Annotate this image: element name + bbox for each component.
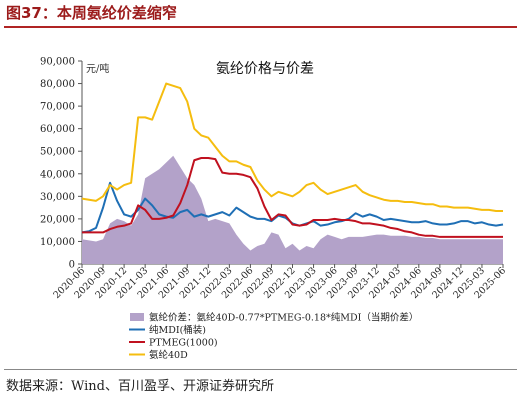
y-tick-label: 60,000 xyxy=(40,124,75,135)
y-tick-label: 0 xyxy=(69,260,75,271)
source-divider xyxy=(4,369,517,370)
series-line-2 xyxy=(82,156,503,238)
legend: 氨纶价差：氨纶40D-0.77*PTMEG-0.18*纯MDI（当期价差）纯MD… xyxy=(129,312,418,361)
series-line-3 xyxy=(81,82,503,212)
y-unit-label: 元/吨 xyxy=(86,62,109,75)
y-tick-label: 80,000 xyxy=(40,79,75,90)
y-tick-label: 70,000 xyxy=(40,102,75,113)
title-divider xyxy=(4,26,517,28)
y-tick-label: 30,000 xyxy=(40,192,75,203)
x-axis: 2020-062020-092020-122021-032021-062021-… xyxy=(51,264,508,301)
source-note: 数据来源：Wind、百川盈孚、开源证券研究所 xyxy=(6,379,274,394)
y-tick-label: 50,000 xyxy=(40,147,75,158)
legend-label: PTMEG(1000) xyxy=(149,338,218,349)
legend-label: 氨纶价差：氨纶40D-0.77*PTMEG-0.18*纯MDI（当期价差） xyxy=(149,312,418,324)
y-axis: 0 10,000 20,000 30,000 40,000 50,000 60,000 70,… xyxy=(40,57,82,271)
legend-label: 氨纶40D xyxy=(149,349,188,361)
chart-title: 氨纶价格与价差 xyxy=(216,61,314,77)
legend-swatch xyxy=(130,313,144,321)
y-tick-label: 90,000 xyxy=(40,57,75,68)
legend-label: 纯MDI(桶装) xyxy=(149,324,206,336)
y-tick-label: 10,000 xyxy=(40,237,75,248)
series-layer xyxy=(81,82,504,264)
y-tick-label: 40,000 xyxy=(40,169,75,180)
figure-title: 图37：本周氨纶价差缩窄 xyxy=(6,4,177,22)
y-tick-label: 20,000 xyxy=(40,214,75,225)
